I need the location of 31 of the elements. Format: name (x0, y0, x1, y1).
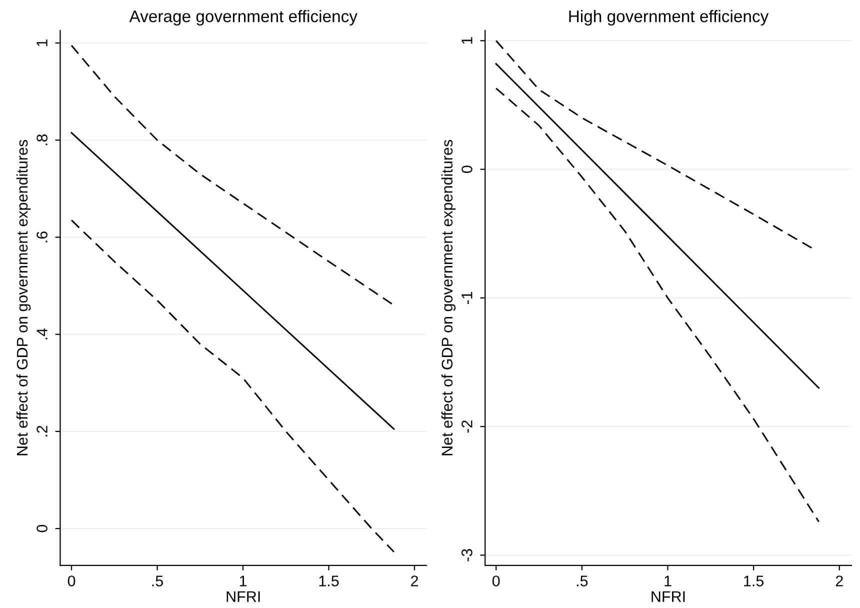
x-tick-label: 2 (411, 576, 418, 586)
line-series (70, 44, 395, 306)
y-tick-label: .2 (36, 426, 48, 436)
y-tick-label: -3 (462, 549, 472, 562)
y-tick-label: .8 (36, 134, 48, 146)
y-axis-title: Net effect of GDP on government expenditures (16, 140, 31, 456)
y-tick-label: 0 (462, 166, 472, 173)
x-axis-title: NFRI (652, 591, 685, 602)
y-axis-title: Net effect of GDP on government expenditures (441, 140, 456, 456)
y-tick-label: -1 (462, 292, 472, 304)
x-tick-label: .5 (576, 576, 588, 586)
line-series (70, 219, 395, 553)
x-tick-label: 1 (240, 576, 247, 586)
x-tick-label: 1 (664, 576, 672, 586)
y-tick-label: 1 (36, 40, 48, 46)
x-tick-label: .5 (152, 576, 163, 586)
x-tick-label: 1.5 (744, 576, 764, 586)
line-series (495, 40, 814, 250)
y-tick-label: .6 (36, 232, 48, 242)
chart-title: Average government efficiency (129, 10, 358, 26)
y-tick-label: -2 (462, 420, 472, 433)
y-tick-label: 0 (36, 524, 48, 532)
x-tick-label: 2 (836, 576, 843, 586)
line-series (495, 88, 820, 522)
x-tick-label: 0 (68, 576, 76, 586)
y-tick-label: 1 (462, 37, 472, 44)
chart-title: High government efficiency (569, 10, 769, 26)
x-tick-label: 1.5 (319, 576, 339, 586)
x-axis-title: NFRI (226, 591, 260, 602)
y-tick-label: .4 (36, 328, 48, 340)
x-tick-label: 0 (492, 576, 500, 586)
